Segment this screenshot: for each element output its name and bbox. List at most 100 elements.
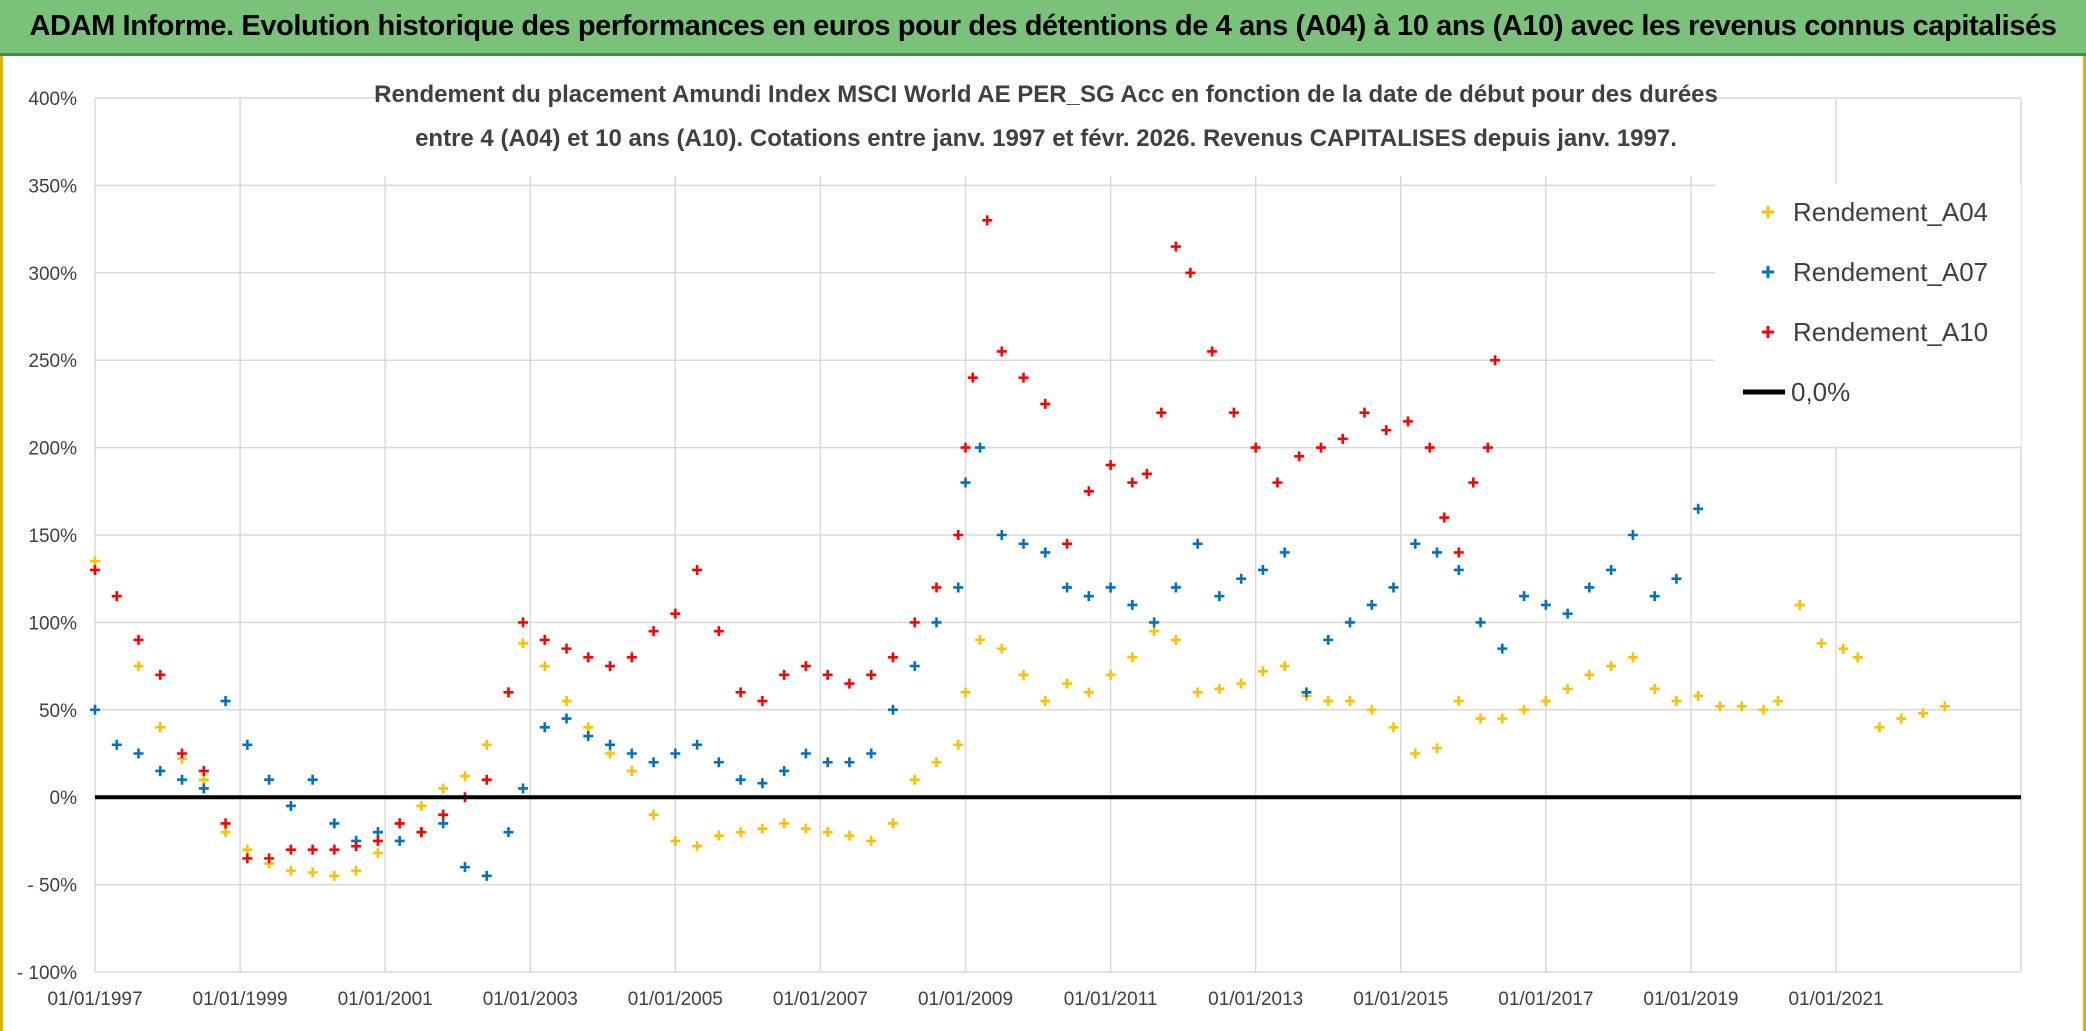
data-point bbox=[1627, 652, 1638, 663]
data-point bbox=[90, 564, 100, 575]
data-point bbox=[438, 783, 449, 794]
data-point bbox=[866, 748, 877, 759]
data-point bbox=[481, 774, 492, 785]
data-point bbox=[111, 739, 122, 750]
data-point bbox=[1083, 591, 1094, 602]
data-point bbox=[285, 865, 296, 876]
x-tick-label: 01/01/2017 bbox=[1498, 989, 1593, 1010]
data-point bbox=[1649, 683, 1660, 694]
data-point bbox=[220, 818, 231, 829]
data-point bbox=[931, 757, 942, 768]
data-point bbox=[822, 757, 833, 768]
series-1-points bbox=[90, 556, 1950, 881]
data-point bbox=[561, 696, 572, 707]
data-point bbox=[887, 652, 898, 663]
data-point bbox=[800, 823, 811, 834]
data-point bbox=[626, 748, 637, 759]
data-point bbox=[1403, 416, 1414, 427]
data-point bbox=[481, 870, 492, 881]
data-point bbox=[155, 765, 166, 776]
data-point bbox=[909, 774, 920, 785]
chart-frame: 400% 350% 300% 250% 200% 150% 100% 50% 0% - 50% - … bbox=[0, 56, 2086, 1031]
data-point bbox=[583, 652, 594, 663]
data-point bbox=[1410, 748, 1421, 759]
data-point bbox=[1083, 486, 1094, 497]
data-point bbox=[1714, 701, 1725, 712]
data-point bbox=[1381, 425, 1392, 436]
data-point bbox=[583, 731, 594, 742]
data-point bbox=[1671, 696, 1682, 707]
data-point bbox=[887, 704, 898, 715]
data-point bbox=[670, 748, 681, 759]
data-point bbox=[670, 608, 681, 619]
data-point bbox=[605, 661, 616, 672]
data-point bbox=[1772, 696, 1783, 707]
data-point bbox=[329, 818, 340, 829]
data-point bbox=[155, 722, 166, 733]
data-point bbox=[1794, 599, 1805, 610]
x-tick-label: 01/01/2007 bbox=[773, 989, 868, 1010]
data-point bbox=[1279, 661, 1290, 672]
data-point bbox=[909, 661, 920, 672]
x-tick-label: 01/01/2015 bbox=[1353, 989, 1448, 1010]
data-point bbox=[1192, 687, 1203, 698]
data-point bbox=[960, 687, 971, 698]
chart-title-line-2: entre 4 (A04) et 10 ans (A10). Cotations… bbox=[415, 125, 1677, 152]
data-point bbox=[1475, 617, 1486, 628]
data-point bbox=[996, 530, 1007, 540]
data-point bbox=[1852, 652, 1863, 663]
y-tick-label: - 50% bbox=[27, 876, 77, 897]
gridlines bbox=[94, 97, 2022, 973]
data-point bbox=[692, 841, 703, 852]
data-point bbox=[648, 809, 659, 820]
data-point bbox=[1584, 582, 1595, 593]
data-point bbox=[1693, 690, 1704, 701]
data-point bbox=[133, 748, 144, 759]
data-point bbox=[1519, 704, 1530, 715]
data-point bbox=[866, 669, 877, 680]
data-point bbox=[1083, 687, 1094, 698]
chart: 400% 350% 300% 250% 200% 150% 100% 50% 0% - 50% - … bbox=[17, 58, 2022, 1010]
x-tick-label: 01/01/2001 bbox=[338, 989, 433, 1010]
data-point bbox=[1584, 669, 1595, 680]
data-point bbox=[1062, 582, 1073, 593]
data-point bbox=[996, 346, 1007, 357]
data-point bbox=[1562, 683, 1573, 694]
data-point bbox=[518, 783, 528, 794]
data-point bbox=[735, 774, 746, 785]
data-point bbox=[1939, 701, 1950, 712]
x-tick-label: 01/01/2021 bbox=[1788, 989, 1883, 1010]
banner: ADAM Informe. Evolution historique des p… bbox=[0, 0, 2086, 56]
data-point bbox=[713, 626, 724, 637]
data-point bbox=[931, 617, 942, 628]
data-point bbox=[757, 696, 768, 707]
data-point bbox=[1170, 634, 1181, 645]
data-point bbox=[844, 757, 855, 768]
data-point bbox=[394, 835, 405, 846]
data-point bbox=[1236, 678, 1247, 689]
legend-marker bbox=[1762, 266, 1774, 278]
data-point bbox=[1062, 538, 1073, 549]
data-point bbox=[844, 678, 855, 689]
data-point bbox=[626, 765, 637, 776]
x-tick-label: 01/01/2013 bbox=[1208, 989, 1303, 1010]
y-tick-label: 100% bbox=[28, 613, 77, 634]
data-point bbox=[539, 661, 550, 672]
data-point bbox=[1141, 468, 1152, 479]
data-point bbox=[285, 800, 296, 811]
data-point bbox=[1453, 547, 1464, 558]
data-point bbox=[518, 617, 528, 628]
data-point bbox=[1649, 591, 1660, 602]
legend-marker bbox=[1762, 326, 1774, 338]
data-point bbox=[1453, 696, 1464, 707]
data-point bbox=[967, 372, 978, 383]
data-point bbox=[1344, 696, 1355, 707]
data-point bbox=[351, 841, 362, 852]
data-point bbox=[111, 591, 122, 602]
data-point bbox=[242, 844, 253, 855]
data-point bbox=[1207, 346, 1218, 357]
data-point bbox=[307, 844, 318, 855]
data-point bbox=[800, 661, 811, 672]
data-point bbox=[692, 739, 703, 750]
data-point bbox=[1453, 564, 1464, 575]
